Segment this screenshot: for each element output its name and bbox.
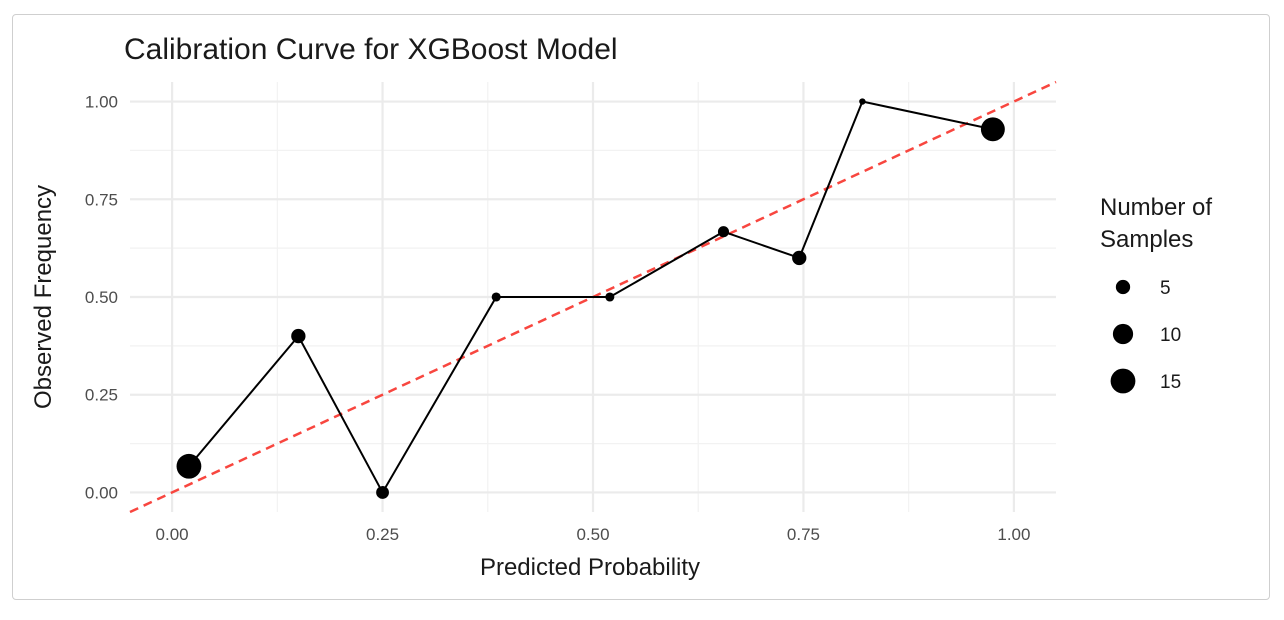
chart-title: Calibration Curve for XGBoost Model — [124, 33, 618, 66]
data-point — [980, 117, 1005, 142]
data-point — [376, 486, 389, 499]
y-tick-label: 0.25 — [85, 386, 118, 405]
legend-key-5 — [1115, 279, 1131, 295]
y-axis-title: Observed Frequency — [30, 185, 57, 409]
chart-frame — [12, 14, 1270, 600]
legend-key-15 — [1110, 368, 1136, 394]
data-point — [859, 98, 866, 105]
data-point — [176, 453, 202, 479]
data-point — [605, 292, 615, 302]
x-tick-label: 0.50 — [576, 525, 609, 544]
data-point — [491, 292, 501, 302]
y-axis-ticks: 0.00 0.25 0.50 0.75 1.00 — [85, 93, 118, 503]
legend-label-15: 15 — [1160, 372, 1181, 393]
legend-key-10 — [1112, 323, 1134, 345]
x-tick-label: 0.00 — [156, 525, 189, 544]
y-tick-label: 0.00 — [85, 483, 118, 502]
y-tick-label: 0.75 — [85, 190, 118, 209]
y-tick-label: 0.50 — [85, 288, 118, 307]
x-tick-label: 0.25 — [366, 525, 399, 544]
y-tick-label: 1.00 — [85, 93, 118, 112]
data-point — [717, 226, 730, 238]
legend-title-line-1: Number of — [1100, 194, 1212, 221]
x-tick-label: 0.75 — [787, 525, 820, 544]
legend-title-line-2: Samples — [1100, 226, 1193, 253]
x-tick-label: 1.00 — [997, 525, 1030, 544]
data-point — [792, 250, 807, 266]
legend-label-10: 10 — [1160, 325, 1181, 346]
legend-entries: 5 10 15 — [1110, 278, 1181, 394]
data-points — [176, 98, 1005, 499]
x-axis-ticks: 0.00 0.25 0.50 0.75 1.00 — [156, 525, 1031, 544]
legend: Number of Samples 5 10 15 — [1100, 194, 1212, 394]
grid-major — [130, 82, 1056, 512]
data-point — [291, 328, 306, 344]
x-axis-title: Predicted Probability — [480, 554, 700, 581]
legend-label-5: 5 — [1160, 278, 1171, 299]
